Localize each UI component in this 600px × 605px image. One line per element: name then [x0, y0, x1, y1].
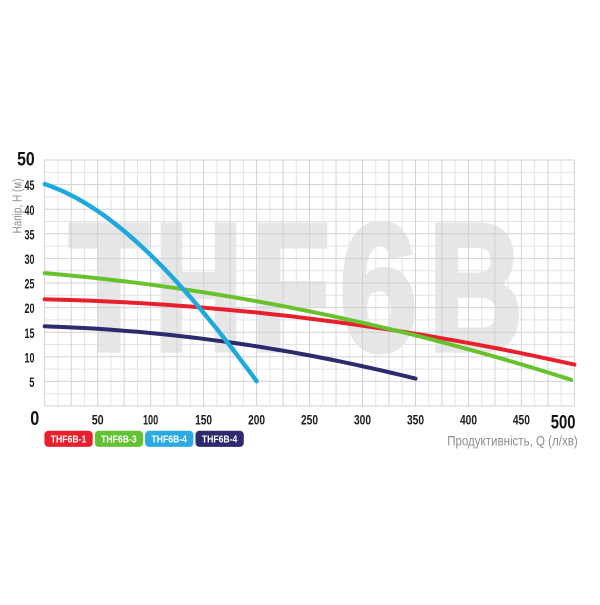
svg-text:THF6B-3: THF6B-3: [101, 434, 137, 446]
svg-text:30: 30: [25, 252, 35, 267]
svg-text:250: 250: [301, 412, 318, 427]
svg-text:50: 50: [92, 412, 104, 427]
svg-text:400: 400: [460, 412, 477, 427]
svg-text:THF6B-4: THF6B-4: [202, 434, 238, 446]
svg-text:100: 100: [143, 412, 158, 427]
svg-text:200: 200: [248, 412, 265, 427]
svg-text:0: 0: [30, 407, 39, 430]
svg-text:500: 500: [551, 411, 576, 433]
svg-text:Напір, H (м): Напір, H (м): [10, 179, 25, 234]
svg-text:50: 50: [17, 149, 35, 171]
svg-text:THF6B-4: THF6B-4: [151, 434, 187, 446]
svg-text:300: 300: [354, 412, 371, 427]
svg-text:350: 350: [407, 412, 424, 427]
svg-text:45: 45: [25, 178, 35, 193]
svg-text:15: 15: [25, 326, 35, 341]
svg-text:20: 20: [25, 301, 35, 316]
svg-text:40: 40: [25, 203, 35, 218]
svg-text:THF6B-1: THF6B-1: [51, 434, 87, 446]
svg-text:6: 6: [340, 188, 418, 389]
svg-text:Продуктивність, Q (л/хв): Продуктивність, Q (л/хв): [447, 432, 578, 448]
svg-text:450: 450: [513, 412, 530, 427]
svg-text:35: 35: [25, 227, 35, 242]
svg-text:5: 5: [29, 375, 35, 390]
svg-text:10: 10: [25, 350, 35, 365]
svg-text:25: 25: [25, 277, 35, 292]
svg-text:150: 150: [195, 412, 212, 427]
